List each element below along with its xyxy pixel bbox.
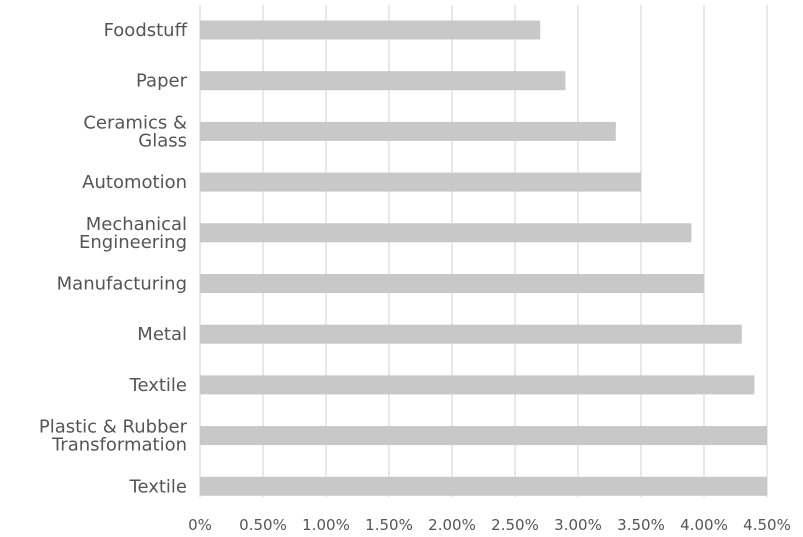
x-tick-label: 1.00% bbox=[302, 516, 350, 534]
bar bbox=[200, 71, 566, 91]
category-label-line: Mechanical bbox=[86, 214, 187, 235]
category-label-line: Engineering bbox=[79, 232, 187, 253]
category-label-line: Ceramics & bbox=[83, 112, 187, 133]
category-label-line: Paper bbox=[136, 71, 188, 92]
x-tick-label: 4.00% bbox=[680, 516, 728, 534]
x-tick-label: 3.50% bbox=[617, 516, 665, 534]
category-label-line: Transformation bbox=[51, 435, 187, 456]
category-label-line: Automotion bbox=[82, 172, 187, 193]
bar bbox=[200, 274, 704, 293]
bar bbox=[200, 121, 616, 141]
category-label-line: Glass bbox=[138, 130, 187, 151]
category-label-line: Foodstuff bbox=[104, 20, 188, 41]
bar bbox=[200, 20, 541, 40]
category-label-line: Textile bbox=[129, 476, 187, 497]
category-label-line: Plastic & Rubber bbox=[39, 417, 188, 438]
bars bbox=[200, 20, 767, 496]
category-label: Metal bbox=[137, 324, 187, 345]
category-label: Textile bbox=[129, 476, 187, 497]
x-tick-label: 1.50% bbox=[365, 516, 413, 534]
category-label: Mechanical Engineering bbox=[79, 214, 187, 253]
x-tick-label: 3.00% bbox=[554, 516, 602, 534]
category-labels: Foodstuff Paper Ceramics & Glass Automotion M… bbox=[39, 20, 188, 497]
bar bbox=[200, 223, 692, 243]
x-tick-label: 4.50% bbox=[743, 516, 791, 534]
x-tick-labels: 0% 0.50% 1.00% 1.50% 2.00% 2.50% 3.00% 3.50% 4.0… bbox=[188, 516, 791, 534]
category-label: Manufacturing bbox=[57, 274, 187, 295]
bar bbox=[200, 324, 742, 344]
category-label: Foodstuff bbox=[104, 20, 188, 41]
x-tick-label: 0% bbox=[188, 516, 212, 534]
category-label: Plastic & Rubber Transformation bbox=[39, 417, 188, 456]
x-tick-label: 2.50% bbox=[491, 516, 539, 534]
category-label: Paper bbox=[136, 71, 188, 92]
x-tick-label: 0.50% bbox=[239, 516, 287, 534]
category-label: Automotion bbox=[82, 172, 187, 193]
category-label: Ceramics & Glass bbox=[83, 112, 187, 151]
bar bbox=[200, 426, 767, 446]
category-label: Textile bbox=[129, 375, 187, 396]
category-label-line: Manufacturing bbox=[57, 274, 187, 295]
category-label-line: Metal bbox=[137, 324, 187, 345]
category-label-line: Textile bbox=[129, 375, 187, 396]
bar bbox=[200, 476, 767, 496]
x-tick-label: 2.00% bbox=[428, 516, 476, 534]
bar bbox=[200, 375, 755, 395]
bar bbox=[200, 172, 641, 192]
